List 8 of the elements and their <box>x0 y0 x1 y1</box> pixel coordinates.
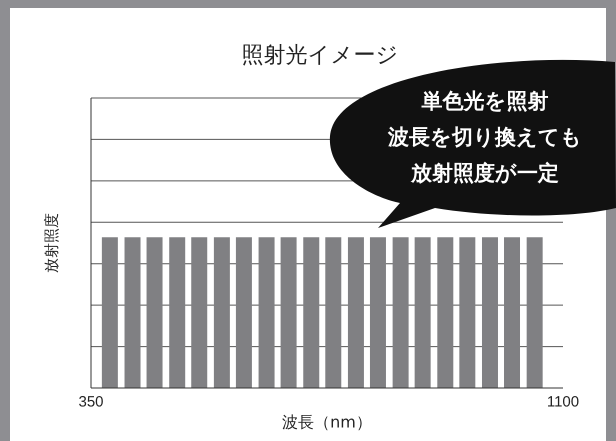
text: 放射照度が一定 <box>410 161 559 185</box>
chart-title: 照射光イメージ <box>240 42 400 70</box>
text: 波長を切り換えても <box>387 125 582 149</box>
x-axis-title: 波長（nm） <box>282 412 372 432</box>
x-tick-label: 350 <box>78 394 104 411</box>
x-tick-label: 1100 <box>546 394 580 411</box>
text: 単色光を照射 <box>420 89 548 113</box>
y-axis-title: 放射照度 <box>42 213 60 273</box>
